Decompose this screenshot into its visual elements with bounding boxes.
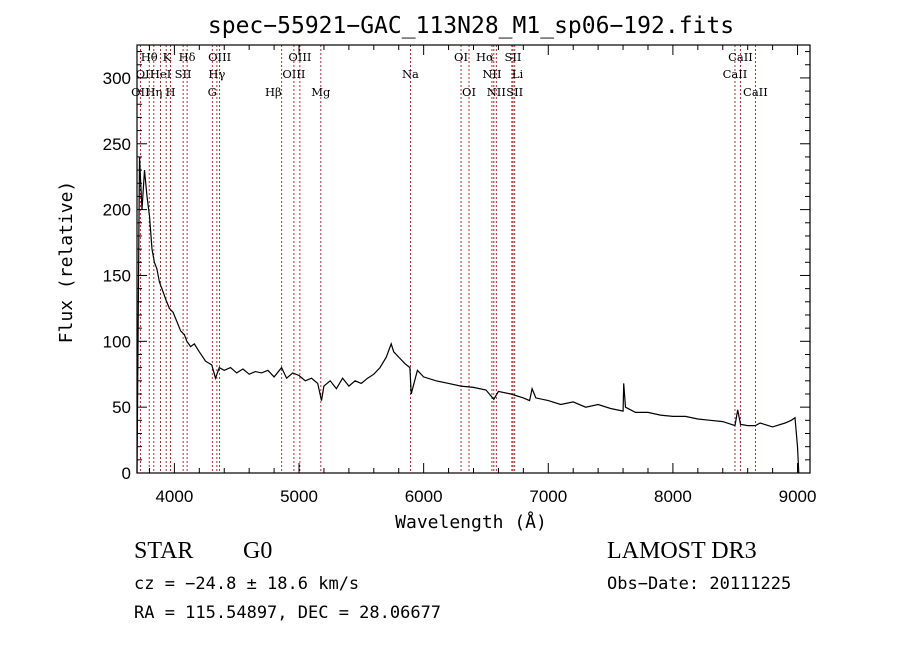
line-label: Hα <box>476 50 494 64</box>
line-label: Li <box>512 67 524 81</box>
subclass-label: G0 <box>243 538 273 564</box>
line-label: OIII <box>288 50 311 64</box>
y-axis-label: Flux (relative) <box>56 181 77 344</box>
line-label: NII <box>487 85 506 99</box>
y-tick-label: 200 <box>103 201 131 220</box>
survey-label: LAMOST DR3 <box>607 538 757 564</box>
line-label: OIII <box>282 67 305 81</box>
y-tick-label: 150 <box>103 266 131 285</box>
x-tick-label: 9000 <box>779 487 817 506</box>
coordinates-label: RA = 115.54897, DEC = 28.06677 <box>134 603 442 623</box>
y-tick-label: 100 <box>103 332 131 351</box>
line-label: G <box>208 85 217 99</box>
y-tick-label: 50 <box>112 398 131 417</box>
x-tick-label: 8000 <box>654 487 692 506</box>
line-label: OII <box>131 85 150 99</box>
line-label: OI <box>454 50 468 64</box>
line-label: Hβ <box>265 85 282 99</box>
obs-date-label: Obs−Date: 20111225 <box>607 574 792 594</box>
line-label: Hδ <box>179 50 196 64</box>
classification-label: STAR <box>134 538 194 564</box>
emission-lines <box>139 45 756 473</box>
line-label: NII <box>482 67 501 81</box>
line-label: SII <box>506 85 523 99</box>
line-label: H <box>166 85 176 99</box>
line-label: Hη <box>145 85 162 99</box>
spectrum-line <box>136 156 800 474</box>
x-tick-label: 4000 <box>155 487 193 506</box>
plot-frame <box>136 44 811 474</box>
line-label: HeI <box>150 67 171 81</box>
chart-title: spec−55921−GAC_113N28_M1_sp06−192.fits <box>208 13 734 39</box>
line-label: Na <box>402 67 419 81</box>
y-tick-label: 0 <box>122 464 131 483</box>
x-tick-label: 7000 <box>529 487 567 506</box>
axis-ticks: 4000 5000 6000 7000 8000 9000 0 50 100 150 200 250 3… <box>103 45 817 506</box>
line-label: CaII <box>743 85 768 99</box>
line-label: Mg <box>311 85 331 99</box>
x-axis-label: Wavelength (Å) <box>395 511 547 533</box>
line-label: OI <box>462 85 476 99</box>
line-label: OIII <box>208 50 231 64</box>
x-tick-label: 5000 <box>280 487 318 506</box>
line-label: Hγ <box>208 67 225 81</box>
line-label: SII <box>505 50 522 64</box>
line-label: CaII <box>728 50 753 64</box>
y-tick-label: 250 <box>103 135 131 154</box>
line-label: Hθ <box>141 50 158 64</box>
y-tick-label: 300 <box>103 69 131 88</box>
line-label: K <box>163 50 172 64</box>
x-tick-label: 6000 <box>405 487 443 506</box>
redshift-label: cz = −24.8 ± 18.6 km/s <box>134 574 360 594</box>
line-label: CaII <box>723 67 748 81</box>
line-label: SII <box>175 67 192 81</box>
